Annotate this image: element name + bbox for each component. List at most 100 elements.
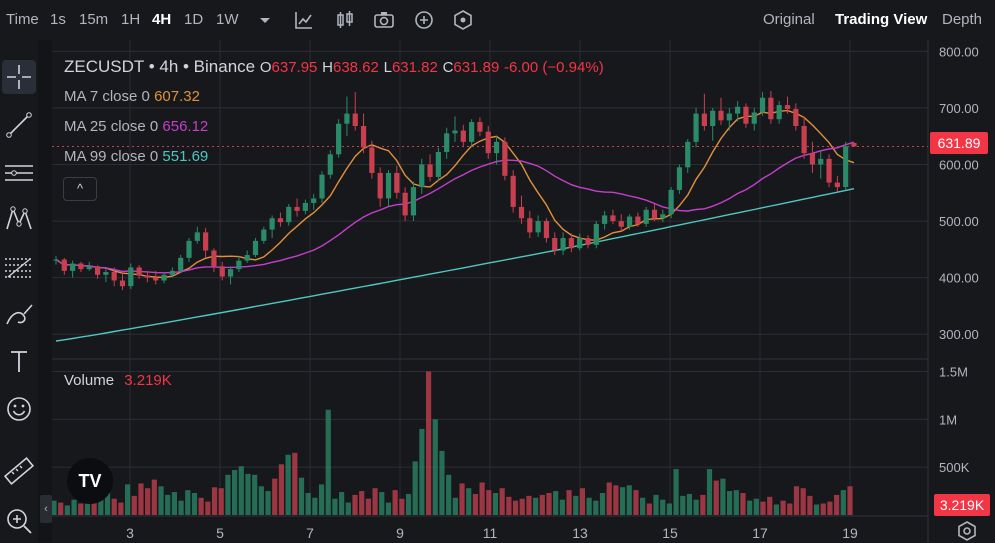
volume-bar [439, 450, 445, 515]
volume-bar [265, 491, 271, 515]
volume-bar [78, 503, 84, 515]
candle-body [818, 158, 824, 165]
candle-body [460, 130, 466, 142]
volume-bar [111, 498, 117, 515]
candle-body [103, 271, 109, 275]
ruler-icon[interactable] [2, 454, 36, 488]
volume-bar [131, 495, 137, 515]
view-depth[interactable]: Depth [942, 11, 983, 28]
volume-bar [225, 474, 231, 515]
volume-bar [278, 464, 285, 515]
volume-bar [104, 491, 111, 515]
volume-bar [673, 469, 679, 515]
pattern-icon[interactable] [2, 202, 36, 236]
chevron-down-icon[interactable] [254, 9, 276, 31]
hexagon-icon[interactable] [452, 9, 474, 31]
volume-bar [827, 501, 833, 515]
interval-1w[interactable]: 1W [216, 11, 239, 28]
candle-body [568, 238, 574, 249]
text-icon[interactable] [2, 344, 36, 378]
candles-icon[interactable] [334, 9, 356, 31]
volume-bar [285, 454, 291, 515]
candle-body [485, 131, 491, 154]
volume-bar [124, 484, 131, 515]
volume-bar [780, 500, 786, 515]
interval-1d[interactable]: 1D [184, 11, 204, 28]
candle-body [618, 221, 624, 227]
candle-body [469, 122, 475, 142]
volume-bar [680, 495, 686, 515]
horizontal-lines-icon[interactable] [2, 156, 36, 190]
candle-body [394, 172, 400, 193]
volume-bar [459, 483, 465, 515]
collapse-sidebar-button[interactable]: ‹ [40, 495, 52, 523]
line-chart-icon[interactable] [293, 9, 315, 31]
candle-body [78, 263, 84, 270]
volume-bar [619, 487, 626, 515]
fib-icon[interactable] [2, 250, 36, 284]
candle-body [277, 218, 284, 223]
ma7-legend[interactable]: MA 7 close 0 607.32 [64, 88, 200, 105]
interval-4h[interactable]: 4H [152, 11, 172, 28]
volume-bar [693, 499, 699, 515]
volume-bar [118, 502, 124, 515]
zoom-icon[interactable] [2, 504, 36, 538]
candle-body [61, 259, 67, 271]
volume-bar [352, 494, 358, 515]
volume-bar [526, 495, 532, 515]
candle-body [94, 266, 101, 275]
chart-settings-icon[interactable] [956, 520, 978, 542]
legend-collapse-button[interactable]: ^ [63, 177, 97, 201]
crosshair-icon[interactable] [2, 60, 36, 94]
emoji-icon[interactable] [2, 392, 36, 426]
candle-body [826, 158, 832, 183]
candle-body [111, 271, 117, 281]
candle-body [560, 238, 566, 251]
candle-body [419, 164, 425, 188]
ohlc-close-key: C [442, 59, 454, 76]
volume-bar [686, 493, 693, 515]
volume-bar [191, 492, 198, 515]
ma99-legend[interactable]: MA 99 close 0 551.69 [64, 148, 208, 165]
volume-bar [820, 503, 826, 515]
plus-circle-icon[interactable] [413, 9, 435, 31]
volume-bar [793, 486, 800, 515]
volume-bar [185, 490, 191, 515]
last-volume-badge: 3.219K [934, 494, 990, 516]
ohlc-open-value: 637.95 [271, 59, 318, 76]
volume-bar [800, 488, 806, 515]
price-tick-label: 700.00 [939, 101, 979, 116]
volume-bar [318, 484, 325, 515]
ma99-value: 551.69 [162, 148, 209, 165]
time-label[interactable]: Time [6, 11, 39, 28]
volume-tick-label: 1M [939, 412, 957, 427]
volume-bar [218, 488, 224, 515]
candle-body [510, 175, 516, 207]
ma25-legend[interactable]: MA 25 close 0 656.12 [64, 118, 208, 135]
candle-body [410, 187, 417, 216]
candlestick-series [53, 90, 857, 291]
camera-icon[interactable] [373, 9, 395, 31]
time-tick-label: 7 [306, 525, 314, 541]
trend-line-icon[interactable] [2, 108, 36, 142]
candle-body [643, 209, 649, 224]
candle-body [444, 133, 450, 153]
volume-bar [432, 419, 438, 515]
view-original[interactable]: Original [763, 11, 815, 28]
volume-bar [726, 491, 733, 515]
view-trading-view[interactable]: Trading View [835, 11, 928, 28]
candle-body [219, 266, 225, 277]
interval-15m[interactable]: 15m [79, 11, 109, 28]
volume-bar [773, 504, 780, 515]
volume-bar [506, 496, 512, 515]
volume-bar [178, 500, 184, 515]
interval-1h[interactable]: 1H [121, 11, 141, 28]
tradingview-logo[interactable]: TV [67, 458, 113, 504]
brush-icon[interactable] [2, 298, 36, 332]
interval-1s[interactable]: 1s [50, 11, 66, 28]
time-tick-label: 15 [662, 525, 678, 541]
volume-bar [512, 500, 519, 515]
volume-bar [151, 479, 157, 515]
volume-bar [479, 482, 485, 515]
